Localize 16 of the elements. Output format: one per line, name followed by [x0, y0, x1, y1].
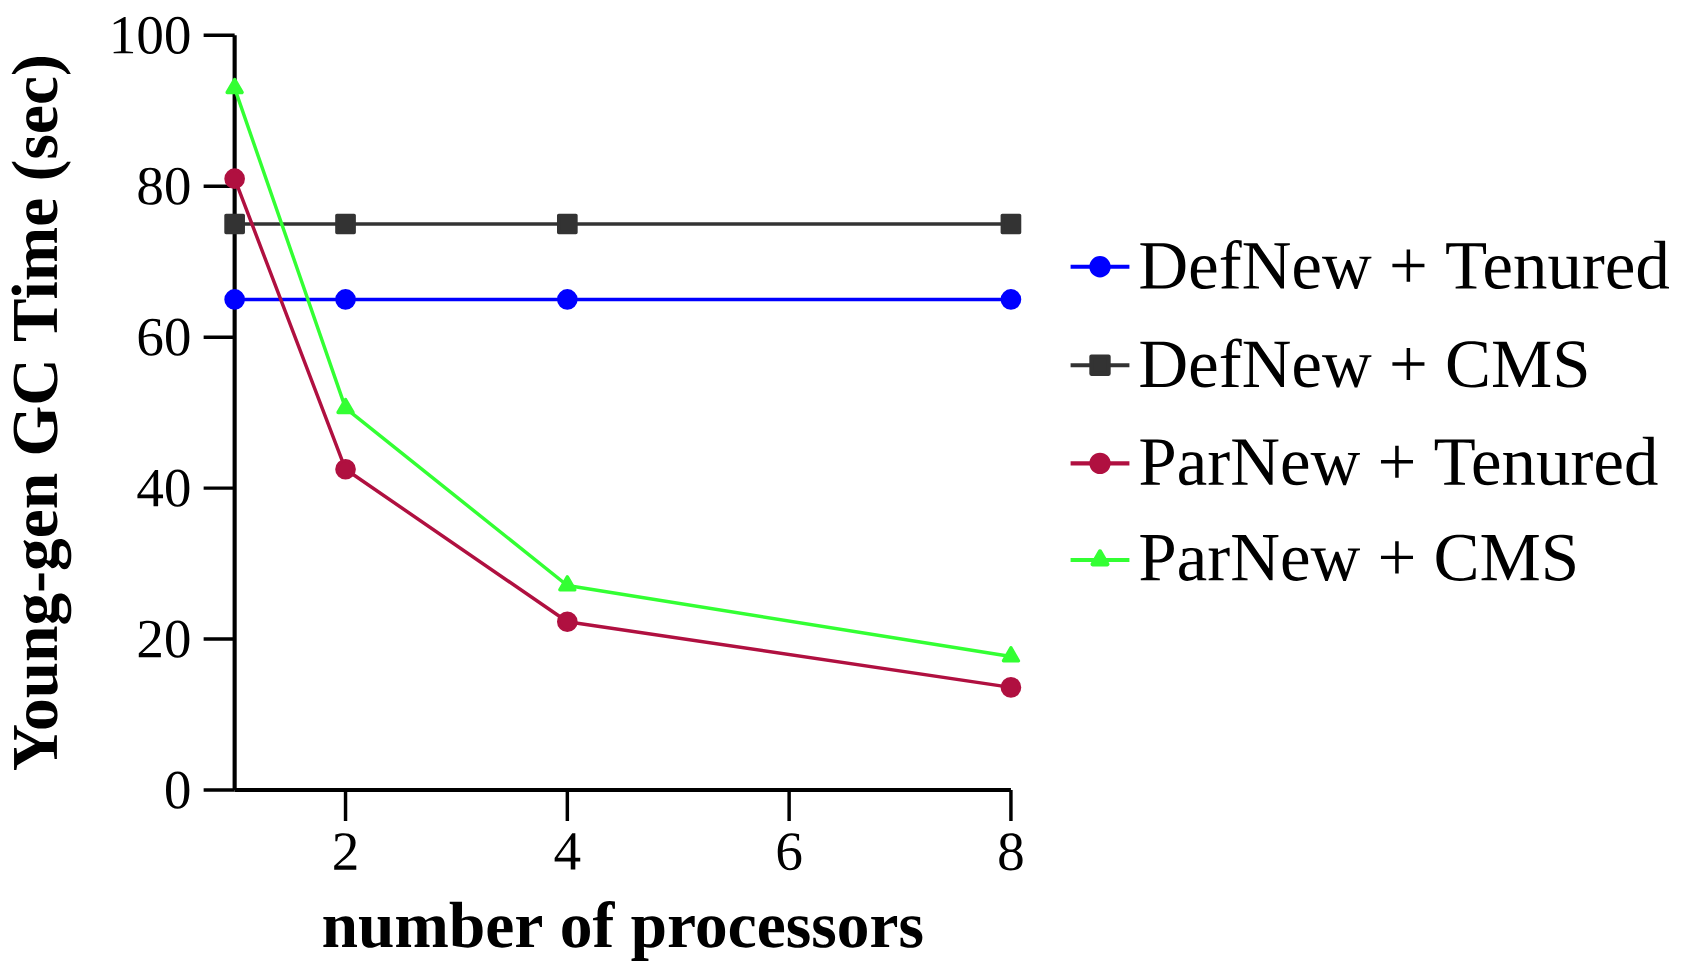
y-tick-label: 20: [138, 620, 190, 658]
y-tick-label: 60: [138, 318, 190, 356]
x-tick-label: 4: [554, 833, 581, 870]
y-tick-label: 40: [137, 469, 190, 507]
legend-label: ParNew + CMS: [1140, 534, 1575, 581]
y-axis-title: Young-gen GC Time (sec): [11, 56, 72, 770]
x-tick-label: 2: [334, 833, 357, 870]
x-tick-label: 8: [999, 833, 1023, 871]
legend-label: DefNew + CMS: [1140, 338, 1587, 388]
y-tick-label: 0: [166, 771, 190, 809]
x-tick-label: 6: [777, 833, 802, 871]
legend-label: DefNew + Tenured: [1140, 239, 1670, 289]
x-axis-title: number of processors: [323, 900, 923, 961]
y-tick-label: 100: [113, 16, 190, 54]
y-tick-label: 80: [138, 167, 190, 205]
legend-label: ParNew + Tenured: [1140, 436, 1658, 486]
